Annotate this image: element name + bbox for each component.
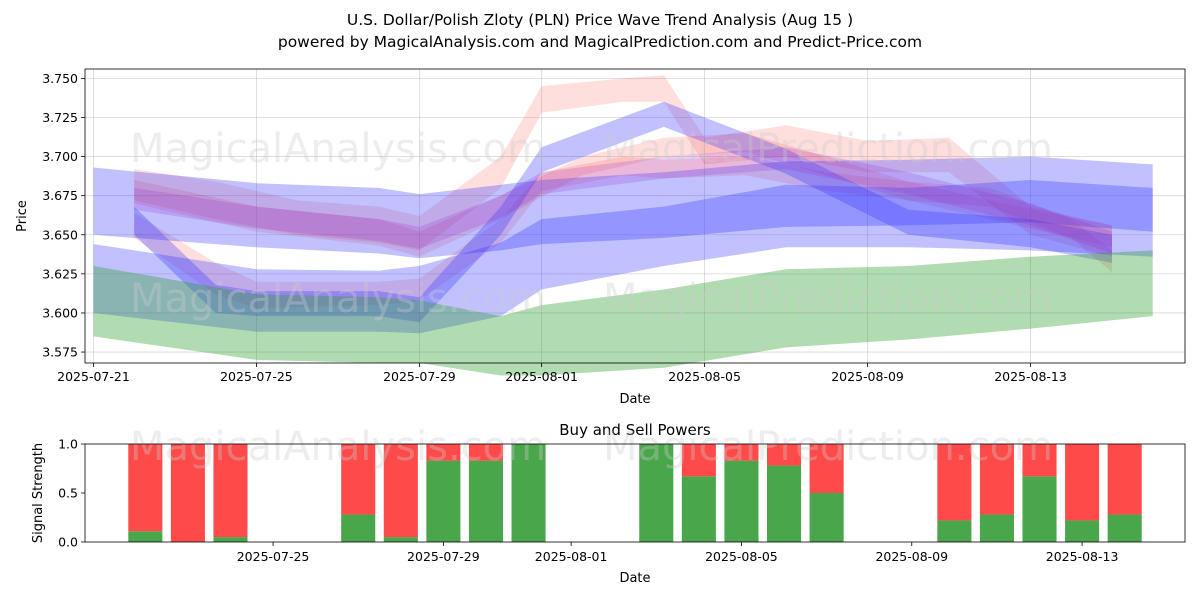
signal-chart-title: Buy and Sell Powers xyxy=(559,421,711,439)
sell-bar xyxy=(213,444,248,538)
buy-bar xyxy=(937,520,972,542)
signal-x-tick-label: 2025-07-25 xyxy=(237,549,310,564)
buy-bar xyxy=(128,531,163,542)
buy-bar xyxy=(1107,514,1142,542)
sell-bar xyxy=(426,444,461,461)
sell-bar xyxy=(681,444,716,477)
watermark-prediction-mid: MagicalPrediction.com xyxy=(603,276,1053,322)
buy-bar xyxy=(213,537,248,542)
chart-title-line1: U.S. Dollar/Polish Zloty (PLN) Price Wav… xyxy=(347,11,853,29)
signal-watermarks: MagicalAnalysis.com MagicalPrediction.co… xyxy=(130,424,1053,470)
watermark-prediction-bottom: MagicalPrediction.com xyxy=(603,424,1053,470)
signal-panel: Buy and Sell Powers MagicalAnalysis.com … xyxy=(31,421,1186,586)
price-x-tick-label: 2025-07-25 xyxy=(220,369,293,384)
buy-bar xyxy=(1022,476,1057,542)
price-x-tick-label: 2025-07-29 xyxy=(383,369,456,384)
price-x-tick-label: 2025-08-05 xyxy=(668,369,741,384)
sell-bar xyxy=(468,444,503,461)
watermark-analysis-bottom: MagicalAnalysis.com xyxy=(130,424,546,470)
sell-bar xyxy=(937,444,972,521)
sell-bar xyxy=(1022,444,1057,477)
signal-y-axis-label: Signal Strength xyxy=(31,443,46,543)
price-plot-frame xyxy=(84,68,1186,364)
watermark-analysis-mid: MagicalAnalysis.com xyxy=(130,276,546,322)
price-y-tick-label: 3.575 xyxy=(42,345,78,360)
wave-band-green-1 xyxy=(93,250,1153,376)
buy-bar xyxy=(724,460,759,542)
wave-band-purple-1 xyxy=(134,147,1112,254)
price-panel: MagicalAnalysis.com MagicalPrediction.co… xyxy=(15,68,1186,407)
price-y-tick-label: 3.650 xyxy=(42,227,78,242)
signal-y-tick-label: 1.0 xyxy=(58,437,78,452)
buy-bar xyxy=(511,444,546,542)
wave-band-blue-3 xyxy=(134,101,1112,323)
signal-y-tick-label: 0.5 xyxy=(58,486,78,501)
signal-x-tick-label: 2025-08-09 xyxy=(875,549,948,564)
price-x-tick-label: 2025-08-01 xyxy=(505,369,578,384)
sell-bar xyxy=(979,444,1014,515)
price-y-tick-label: 3.700 xyxy=(42,149,78,164)
wave-band-blue-2 xyxy=(93,180,1153,334)
buy-bar xyxy=(341,514,376,542)
sell-bar xyxy=(383,444,418,538)
wave-band-red-2 xyxy=(134,156,1112,309)
buy-bar xyxy=(383,537,418,542)
sell-bar xyxy=(1065,444,1100,521)
wave-band-blue-1 xyxy=(93,156,1153,259)
sell-bar xyxy=(724,444,759,461)
buy-bar xyxy=(767,465,802,542)
signal-x-axis-label: Date xyxy=(619,571,650,586)
signal-axis-ticks: 2025-07-25 2025-07-29 2025-08-01 2025-08-05… xyxy=(58,437,1118,565)
signal-x-tick-label: 2025-07-29 xyxy=(407,549,480,564)
sell-bar xyxy=(809,444,844,493)
chart-title-line2: powered by MagicalAnalysis.com and Magic… xyxy=(278,33,922,51)
price-y-tick-label: 3.725 xyxy=(42,110,78,125)
wave-band-red-3 xyxy=(134,133,1112,257)
buy-bar xyxy=(426,460,461,542)
buy-bar xyxy=(979,514,1014,542)
price-gridlines xyxy=(85,69,1185,363)
price-x-tick-label: 2025-08-13 xyxy=(994,369,1067,384)
watermark-prediction-top: MagicalPrediction.com xyxy=(603,126,1053,172)
buy-bar xyxy=(1065,520,1100,542)
price-y-tick-label: 3.600 xyxy=(42,305,78,320)
buy-bar xyxy=(809,493,844,542)
sell-bar xyxy=(128,444,163,532)
sell-bar xyxy=(341,444,376,515)
sell-bar xyxy=(1107,444,1142,515)
price-x-tick-label: 2025-08-09 xyxy=(831,369,904,384)
price-y-axis-label: Price xyxy=(15,200,30,232)
signal-x-tick-label: 2025-08-13 xyxy=(1046,549,1119,564)
price-x-tick-label: 2025-07-21 xyxy=(57,369,130,384)
watermark-analysis-top: MagicalAnalysis.com xyxy=(130,126,546,172)
signal-x-tick-label: 2025-08-05 xyxy=(705,549,778,564)
signal-y-tick-label: 0.0 xyxy=(58,535,78,550)
signal-x-tick-label: 2025-08-01 xyxy=(535,549,608,564)
sell-bar xyxy=(170,444,205,542)
price-watermarks: MagicalAnalysis.com MagicalPrediction.co… xyxy=(130,126,1053,322)
buy-bar xyxy=(681,476,716,542)
price-x-axis-label: Date xyxy=(619,392,650,407)
wave-band-red-1 xyxy=(134,75,1112,257)
price-y-tick-label: 3.625 xyxy=(42,266,78,281)
buy-bar xyxy=(639,444,674,542)
sell-bar xyxy=(767,444,802,466)
price-wave-bands xyxy=(93,75,1153,376)
price-axis-ticks: 2025-07-21 2025-07-25 2025-07-29 2025-08-01… xyxy=(42,71,1067,384)
price-y-tick-label: 3.675 xyxy=(42,188,78,203)
signal-bars xyxy=(128,444,1142,542)
price-y-tick-label: 3.750 xyxy=(42,71,78,86)
buy-bar xyxy=(468,460,503,542)
